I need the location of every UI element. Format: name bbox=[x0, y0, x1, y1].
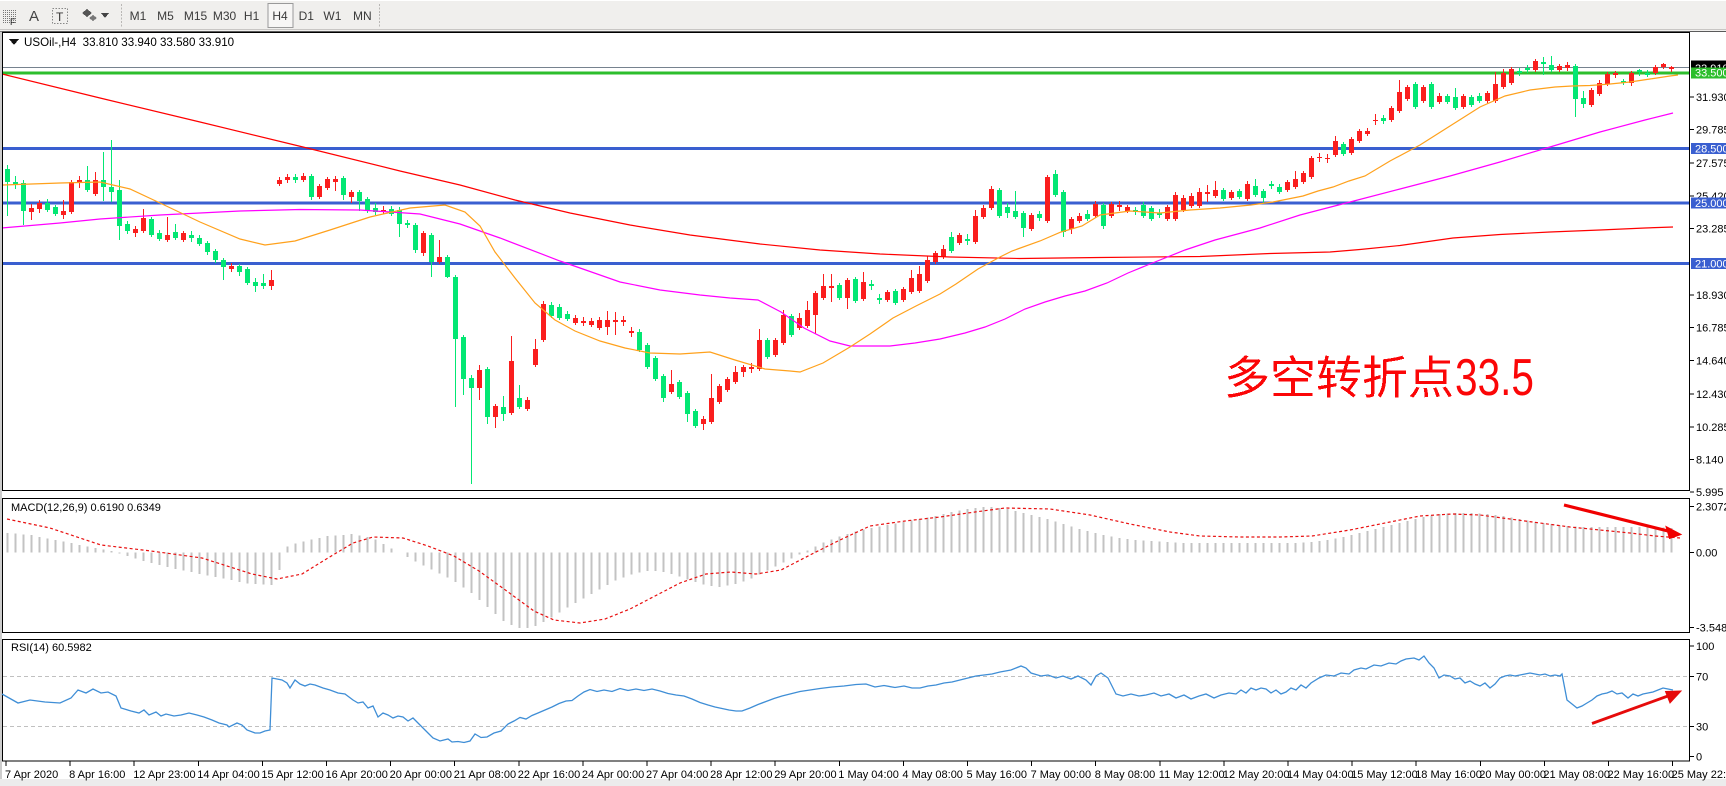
svg-text:H4: H4 bbox=[272, 9, 288, 23]
svg-text:5.995: 5.995 bbox=[1696, 487, 1724, 499]
svg-text:14 May 04:00: 14 May 04:00 bbox=[1287, 769, 1354, 781]
svg-text:8.140: 8.140 bbox=[1696, 455, 1724, 467]
svg-text:22 Apr 16:00: 22 Apr 16:00 bbox=[518, 769, 580, 781]
svg-text:4 May 08:00: 4 May 08:00 bbox=[902, 769, 963, 781]
svg-text:15 Apr 12:00: 15 Apr 12:00 bbox=[261, 769, 323, 781]
svg-text:31.930: 31.930 bbox=[1696, 92, 1726, 104]
svg-text:0.00: 0.00 bbox=[1696, 548, 1717, 560]
svg-text:100: 100 bbox=[1696, 641, 1714, 653]
svg-text:23.285: 23.285 bbox=[1696, 224, 1726, 236]
svg-text:18.930: 18.930 bbox=[1696, 290, 1726, 302]
svg-text:70: 70 bbox=[1696, 671, 1708, 683]
svg-text:21 May 08:00: 21 May 08:00 bbox=[1543, 769, 1610, 781]
svg-text:7 May 00:00: 7 May 00:00 bbox=[1031, 769, 1092, 781]
svg-text:D1: D1 bbox=[299, 9, 315, 23]
svg-text:MN: MN bbox=[353, 9, 372, 23]
svg-text:RSI(14) 60.5982: RSI(14) 60.5982 bbox=[11, 642, 92, 654]
svg-text:21 Apr 08:00: 21 Apr 08:00 bbox=[454, 769, 516, 781]
svg-text:M30: M30 bbox=[213, 9, 237, 23]
svg-text:33.5: 33.5 bbox=[1455, 349, 1534, 407]
svg-text:12 May 20:00: 12 May 20:00 bbox=[1223, 769, 1290, 781]
svg-text:12.430: 12.430 bbox=[1696, 389, 1726, 401]
svg-text:2.3072: 2.3072 bbox=[1696, 502, 1726, 514]
svg-text:25 May 22:00: 25 May 22:00 bbox=[1672, 769, 1726, 781]
svg-text:0: 0 bbox=[1696, 751, 1702, 763]
svg-text:28 Apr 12:00: 28 Apr 12:00 bbox=[710, 769, 772, 781]
svg-text:1 May 04:00: 1 May 04:00 bbox=[838, 769, 899, 781]
svg-text:28.500: 28.500 bbox=[1695, 143, 1726, 155]
svg-text:8 Apr 16:00: 8 Apr 16:00 bbox=[69, 769, 125, 781]
svg-text:29 Apr 20:00: 29 Apr 20:00 bbox=[774, 769, 836, 781]
svg-text:27 Apr 04:00: 27 Apr 04:00 bbox=[646, 769, 708, 781]
svg-text:MACD(12,26,9) 0.6190 0.6349: MACD(12,26,9) 0.6190 0.6349 bbox=[11, 502, 161, 514]
svg-text:12 Apr 23:00: 12 Apr 23:00 bbox=[133, 769, 195, 781]
svg-text:16 Apr 20:00: 16 Apr 20:00 bbox=[326, 769, 388, 781]
svg-text:29.785: 29.785 bbox=[1696, 125, 1726, 137]
svg-text:30: 30 bbox=[1696, 721, 1708, 733]
svg-text:7 Apr 2020: 7 Apr 2020 bbox=[5, 769, 58, 781]
svg-text:20 Apr 00:00: 20 Apr 00:00 bbox=[390, 769, 452, 781]
svg-text:18 May 16:00: 18 May 16:00 bbox=[1415, 769, 1482, 781]
svg-text:A: A bbox=[29, 8, 39, 25]
svg-text:33.500: 33.500 bbox=[1695, 68, 1726, 80]
svg-text:22 May 16:00: 22 May 16:00 bbox=[1608, 769, 1675, 781]
svg-text:M1: M1 bbox=[130, 9, 147, 23]
svg-text:25.000: 25.000 bbox=[1695, 198, 1726, 210]
svg-text:10.285: 10.285 bbox=[1696, 422, 1726, 434]
svg-text:M15: M15 bbox=[184, 9, 208, 23]
svg-text:USOil-,H4 33.810 33.940 33.58: USOil-,H4 33.810 33.940 33.580 33.910 bbox=[24, 36, 234, 49]
svg-text:14 Apr 04:00: 14 Apr 04:00 bbox=[197, 769, 259, 781]
svg-text:27.575: 27.575 bbox=[1696, 158, 1726, 170]
svg-text:H1: H1 bbox=[244, 9, 260, 23]
svg-text:5 May 16:00: 5 May 16:00 bbox=[967, 769, 1028, 781]
svg-text:14.640: 14.640 bbox=[1696, 355, 1726, 367]
svg-text:-3.5484: -3.5484 bbox=[1696, 623, 1726, 635]
svg-text:W1: W1 bbox=[323, 9, 341, 23]
svg-text:F: F bbox=[10, 17, 16, 27]
svg-text:15 May 12:00: 15 May 12:00 bbox=[1351, 769, 1418, 781]
svg-text:16.785: 16.785 bbox=[1696, 323, 1726, 335]
svg-text:20 May 00:00: 20 May 00:00 bbox=[1479, 769, 1546, 781]
svg-text:24 Apr 00:00: 24 Apr 00:00 bbox=[582, 769, 644, 781]
svg-text:M5: M5 bbox=[157, 9, 174, 23]
svg-text:8 May 08:00: 8 May 08:00 bbox=[1095, 769, 1156, 781]
svg-text:T: T bbox=[56, 10, 64, 24]
svg-text:11 May 12:00: 11 May 12:00 bbox=[1159, 769, 1225, 781]
svg-text:21.000: 21.000 bbox=[1695, 258, 1726, 270]
